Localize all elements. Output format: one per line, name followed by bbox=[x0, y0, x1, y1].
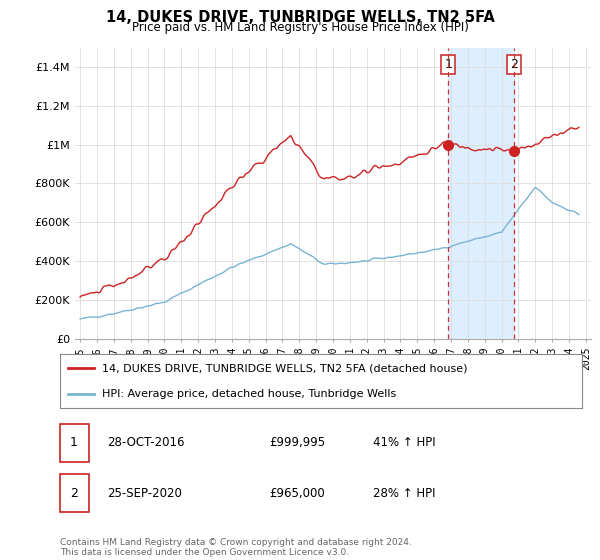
Text: 1: 1 bbox=[70, 436, 78, 449]
FancyBboxPatch shape bbox=[60, 423, 89, 461]
Text: 41% ↑ HPI: 41% ↑ HPI bbox=[373, 436, 436, 449]
Text: 25-SEP-2020: 25-SEP-2020 bbox=[107, 487, 182, 500]
Text: 1: 1 bbox=[444, 58, 452, 71]
Text: £999,995: £999,995 bbox=[269, 436, 325, 449]
Text: 14, DUKES DRIVE, TUNBRIDGE WELLS, TN2 5FA (detached house): 14, DUKES DRIVE, TUNBRIDGE WELLS, TN2 5F… bbox=[102, 363, 467, 374]
Text: Contains HM Land Registry data © Crown copyright and database right 2024.
This d: Contains HM Land Registry data © Crown c… bbox=[60, 538, 412, 557]
Bar bbox=[578, 48, 591, 339]
FancyBboxPatch shape bbox=[60, 474, 89, 512]
Text: £965,000: £965,000 bbox=[269, 487, 325, 500]
Text: Price paid vs. HM Land Registry's House Price Index (HPI): Price paid vs. HM Land Registry's House … bbox=[131, 21, 469, 34]
Bar bbox=[448, 48, 514, 339]
Text: 28% ↑ HPI: 28% ↑ HPI bbox=[373, 487, 436, 500]
Text: 2: 2 bbox=[70, 487, 78, 500]
Text: 2: 2 bbox=[511, 58, 518, 71]
Text: 14, DUKES DRIVE, TUNBRIDGE WELLS, TN2 5FA: 14, DUKES DRIVE, TUNBRIDGE WELLS, TN2 5F… bbox=[106, 10, 494, 25]
Text: 28-OCT-2016: 28-OCT-2016 bbox=[107, 436, 184, 449]
Text: HPI: Average price, detached house, Tunbridge Wells: HPI: Average price, detached house, Tunb… bbox=[102, 389, 396, 399]
